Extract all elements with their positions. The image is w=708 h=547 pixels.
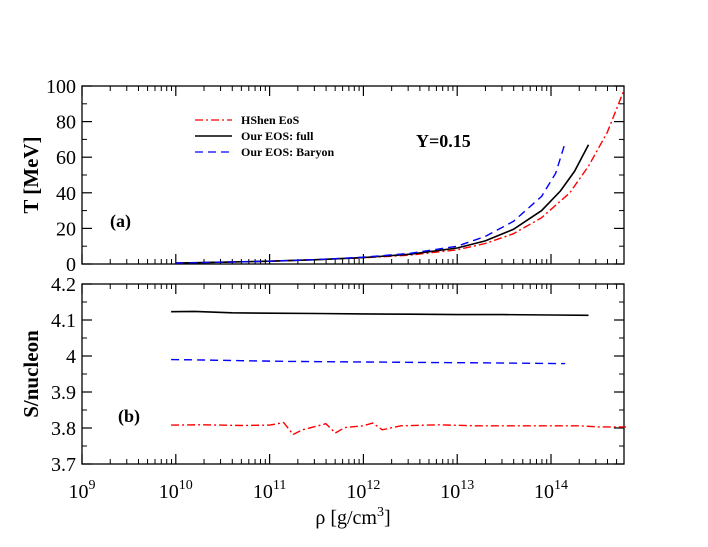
annotation-y: Y=0.15 xyxy=(416,131,471,151)
x-axis-title-main: ρ [g/cm xyxy=(315,507,377,529)
x-tick-label-base: 10 xyxy=(69,481,89,503)
panel-a-y-tick-labels: 0 20 40 60 80 100 xyxy=(46,76,76,276)
y-tick-label: 80 xyxy=(56,112,76,134)
x-tick-label: 1013 xyxy=(440,478,474,503)
panel-a-frame xyxy=(81,85,625,265)
y-tick-label: 100 xyxy=(46,76,76,98)
panel-a-y-ticks xyxy=(82,85,624,265)
legend-label-baryon: Our EOS: Baryon xyxy=(241,145,334,159)
x-tick-label-exponent: 14 xyxy=(554,478,568,493)
x-tick-labels: 109 1010 1011 1012 1013 1014 xyxy=(69,478,569,503)
panel-b-y-ticks xyxy=(82,283,624,465)
panel-b-x-ticks xyxy=(81,284,625,464)
y-tick-label: 3.9 xyxy=(51,382,76,404)
y-tick-label: 40 xyxy=(56,183,76,205)
x-tick-label-exponent: 10 xyxy=(179,478,193,493)
legend-label-full: Our EOS: full xyxy=(241,129,314,143)
panel-a: 0 20 40 60 80 100 T [MeV] (a) Y=0.15 HShen Eo… xyxy=(19,76,625,276)
x-tick-label-exponent: 9 xyxy=(89,478,96,493)
y-tick-label: 3.8 xyxy=(51,418,76,440)
panel-a-y-axis-title: T [MeV] xyxy=(19,136,43,213)
x-tick-label-base: 10 xyxy=(346,481,366,503)
x-tick-label-base: 10 xyxy=(440,481,460,503)
series-line-baryon xyxy=(175,142,566,264)
x-tick-label: 1010 xyxy=(159,478,193,503)
series-line-full xyxy=(175,144,590,264)
panel-b-y-tick-labels: 3.7 3.8 3.9 4 4.1 4.2 xyxy=(51,274,76,476)
x-tick-label: 1011 xyxy=(253,478,286,503)
x-tick-label-base: 10 xyxy=(534,481,554,503)
panel-a-x-ticks xyxy=(81,86,625,264)
panel-b-series xyxy=(171,310,626,436)
x-tick-label: 1012 xyxy=(346,478,380,503)
x-tick-label-base: 10 xyxy=(159,481,179,503)
x-tick-label-base: 10 xyxy=(253,481,273,503)
y-tick-label: 0 xyxy=(66,254,76,276)
legend: HShen EoS Our EOS: full Our EOS: Baryon xyxy=(195,113,334,159)
y-tick-label: 60 xyxy=(56,147,76,169)
panel-b-frame xyxy=(81,283,625,465)
panel-b: 3.73.83.944.14.2 109 1010 1011 1012 1013 1014… xyxy=(19,274,626,503)
x-tick-label: 109 xyxy=(69,478,96,503)
legend-label-hshen: HShen EoS xyxy=(241,113,300,127)
panel-b-y-axis-title: S/nucleon xyxy=(19,330,43,418)
x-tick-label-exponent: 12 xyxy=(366,478,380,493)
y-tick-label: 3.7 xyxy=(51,454,76,476)
panel-a-series xyxy=(175,89,625,264)
y-tick-label: 4.1 xyxy=(51,310,76,332)
x-tick-label-exponent: 13 xyxy=(460,478,474,493)
x-tick-label-exponent: 11 xyxy=(273,478,286,493)
series-line-hshen xyxy=(171,421,626,436)
panel-b-label: (b) xyxy=(118,406,140,427)
series-line-baryon xyxy=(171,358,566,365)
y-tick-label: 4.2 xyxy=(51,274,76,296)
panel-a-label: (a) xyxy=(110,211,131,232)
series-line-full xyxy=(171,310,589,317)
x-axis-title: ρ [g/cm3] xyxy=(315,505,390,529)
x-axis-title-close: ] xyxy=(384,507,391,529)
y-tick-label: 4 xyxy=(66,346,76,368)
x-tick-label: 1014 xyxy=(534,478,568,503)
y-tick-label: 20 xyxy=(56,218,76,240)
x-axis-title-superscript: 3 xyxy=(377,505,384,520)
